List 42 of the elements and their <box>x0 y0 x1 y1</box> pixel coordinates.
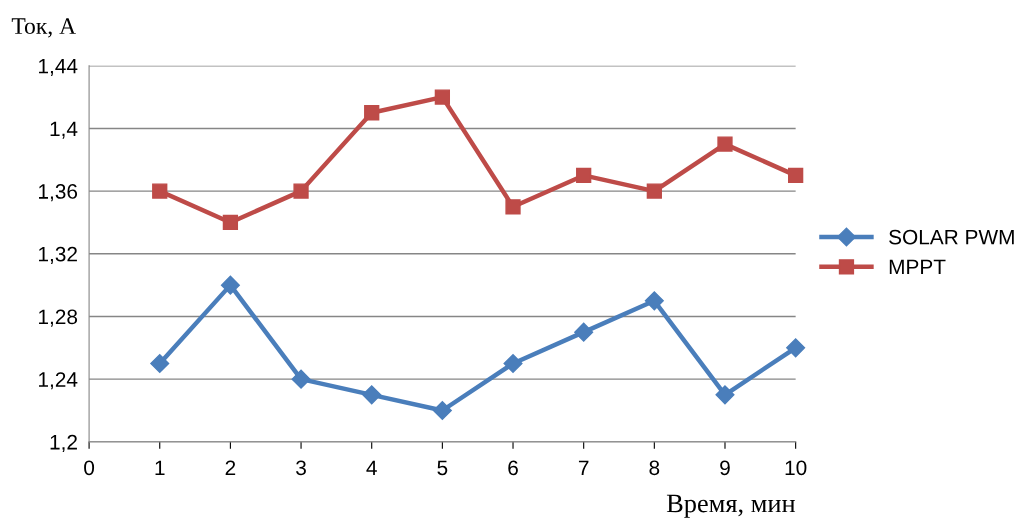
y-tick-label: 1,44 <box>39 58 78 76</box>
y-tick-label: 1,24 <box>39 372 78 390</box>
point <box>291 369 311 389</box>
point <box>222 214 239 231</box>
point <box>364 105 380 121</box>
x-tick-label: 3 <box>296 460 306 476</box>
y-tick-label: 1,28 <box>39 309 78 327</box>
y-axis-title: Ток, А <box>11 18 76 38</box>
x-tick-label: 8 <box>649 460 660 476</box>
point <box>152 183 168 199</box>
x-tick-label: 5 <box>437 460 448 476</box>
point <box>293 183 309 199</box>
x-tick-label: 10 <box>785 460 807 476</box>
point <box>434 89 451 105</box>
point <box>362 385 382 405</box>
y-tick-label: 1,32 <box>39 246 77 265</box>
point <box>432 400 452 421</box>
point <box>503 353 523 374</box>
x-tick-label: 2 <box>225 460 236 475</box>
point <box>150 353 170 374</box>
point <box>788 167 804 184</box>
legend-label: MPPT <box>889 259 946 275</box>
y-tick-label: 1,2 <box>50 434 77 453</box>
x-tick-label: 4 <box>366 460 377 475</box>
x-tick-label: 6 <box>508 460 518 476</box>
x-tick-label: 0 <box>84 460 95 476</box>
point <box>717 136 733 152</box>
point <box>644 291 664 311</box>
point <box>220 275 240 295</box>
point <box>715 385 735 405</box>
point <box>574 322 594 342</box>
point <box>786 338 806 358</box>
x-tick-label: 1 <box>155 460 165 475</box>
legend-label: SOLAR PWM <box>889 229 1014 245</box>
x-axis-title: Время, мин <box>666 494 796 518</box>
y-tick-label: 1,4 <box>50 121 78 139</box>
x-tick-label: 7 <box>578 460 589 475</box>
y-tick-label: 1,36 <box>39 184 78 202</box>
x-tick-label: 9 <box>720 460 730 476</box>
point <box>505 199 521 215</box>
point <box>646 183 662 199</box>
point <box>576 167 592 184</box>
